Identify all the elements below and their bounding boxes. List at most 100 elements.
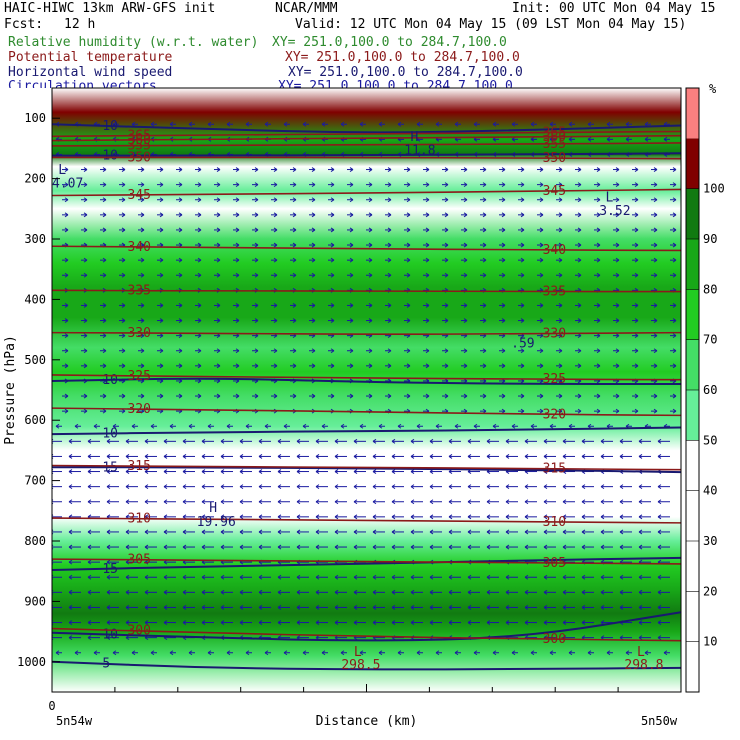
vector-arrowhead: [444, 303, 449, 308]
vector-arrowhead: [543, 589, 548, 595]
vector-arrowhead: [125, 484, 130, 490]
vector-arrowhead: [467, 605, 472, 610]
vector-arrowhead: [68, 559, 73, 565]
vector-arrowhead: [102, 182, 107, 188]
vector-arrowhead: [600, 529, 605, 535]
vector-arrowhead: [463, 212, 468, 218]
vector-arrowhead: [558, 257, 563, 263]
vector-arrowhead: [315, 499, 320, 505]
vector-arrowhead: [406, 257, 411, 263]
vector-arrowhead: [121, 257, 126, 263]
vector-arrowhead: [321, 423, 326, 429]
vector-arrowhead: [283, 121, 288, 127]
vector-arrowhead: [254, 257, 259, 263]
wind-contour-line: [52, 556, 681, 571]
vector-arrowhead: [353, 589, 358, 595]
vector-arrowhead: [102, 333, 107, 339]
vector-arrowhead: [625, 136, 630, 142]
vector-arrowhead: [83, 363, 88, 369]
wind-contour-line: [52, 466, 681, 474]
vector-arrowhead: [87, 499, 92, 505]
vector-arrowhead: [87, 484, 92, 490]
vector-arrowhead: [425, 182, 430, 188]
vector-arrowhead: [539, 408, 544, 414]
vector-arrowhead: [311, 227, 316, 233]
vector-arrowhead: [106, 484, 111, 490]
vector-arrowhead: [501, 408, 506, 414]
wind-contour-label: 15: [102, 460, 118, 475]
vector-arrowhead: [330, 212, 335, 218]
vector-arrowhead: [201, 499, 206, 505]
vector-arrowhead: [64, 197, 69, 203]
vector-arrowhead: [178, 197, 183, 203]
vector-arrowhead: [634, 303, 639, 308]
vector-arrowhead: [334, 484, 339, 490]
vector-arrowhead: [140, 227, 145, 233]
vector-arrowhead: [663, 136, 668, 142]
vector-arrowhead: [596, 182, 601, 188]
vector-arrowhead: [353, 574, 358, 580]
vector-arrowhead: [235, 393, 240, 399]
vector-arrowhead: [121, 333, 126, 339]
vector-arrowhead: [543, 574, 548, 580]
wind-contour-line: [52, 152, 681, 157]
vector-arrowhead: [245, 121, 250, 127]
vector-arrowhead: [463, 242, 468, 248]
theta-contour-line: [52, 374, 681, 381]
vector-arrowhead: [581, 544, 586, 550]
vector-arrowhead: [638, 589, 643, 595]
vector-arrowhead: [311, 272, 316, 278]
vector-arrowhead: [444, 348, 449, 354]
vector-arrowhead: [349, 257, 354, 263]
vector-arrowhead: [201, 589, 206, 595]
colorbar-tick-label: 70: [703, 333, 717, 347]
vector-arrowhead: [539, 197, 544, 203]
vector-arrowhead: [264, 650, 269, 656]
vector-arrowhead: [429, 484, 434, 490]
vector-arrowhead: [448, 605, 453, 610]
vector-arrowhead: [277, 514, 282, 520]
vector-arrowhead: [600, 544, 605, 550]
vector-arrowhead: [334, 499, 339, 505]
colorbar-swatch: [686, 339, 699, 390]
theta-contour-label: 355: [543, 137, 566, 152]
vector-arrowhead: [634, 212, 639, 218]
vector-arrowhead: [273, 393, 278, 399]
vector-arrowhead: [292, 303, 297, 308]
vector-arrowhead: [543, 605, 548, 610]
vector-arrowhead: [201, 529, 206, 535]
vector-arrowhead: [64, 182, 69, 188]
vector-arrowhead: [486, 454, 491, 459]
vector-arrowhead: [387, 303, 392, 308]
vector-arrowhead: [425, 348, 430, 354]
vector-arrowhead: [587, 121, 592, 127]
vector-arrowhead: [216, 348, 221, 354]
vector-arrowhead: [140, 167, 145, 172]
vector-arrowhead: [239, 499, 244, 505]
field-name-wind: Horizontal wind speed: [8, 65, 173, 80]
vector-arrowhead: [353, 605, 358, 610]
vector-arrowhead: [530, 650, 535, 656]
vector-arrowhead: [121, 167, 126, 172]
vector-arrowhead: [216, 363, 221, 369]
vector-arrowhead: [577, 197, 582, 203]
vector-arrowhead: [353, 620, 358, 625]
vector-arrowhead: [558, 272, 563, 278]
vector-arrowhead: [448, 529, 453, 535]
vector-arrowhead: [562, 589, 567, 595]
vector-arrowhead: [277, 454, 282, 459]
vector-arrowhead: [539, 242, 544, 248]
vector-arrowhead: [235, 363, 240, 369]
vector-arrowhead: [102, 227, 107, 233]
field-xy-wind: XY= 251.0,100.0 to 284.7,100.0: [288, 65, 523, 80]
vector-arrowhead: [530, 423, 535, 429]
vector-arrowhead: [273, 167, 278, 172]
vector-arrowhead: [410, 544, 415, 550]
vector-arrowhead: [568, 121, 573, 127]
theta-contour-line: [52, 156, 681, 160]
vector-arrowhead: [558, 348, 563, 354]
vector-arrowhead: [406, 197, 411, 203]
colorbar: 10 20 30 40 50 60 70 80 90 100%: [685, 82, 725, 693]
vector-arrowhead: [144, 589, 149, 595]
vector-arrowhead: [106, 529, 111, 535]
